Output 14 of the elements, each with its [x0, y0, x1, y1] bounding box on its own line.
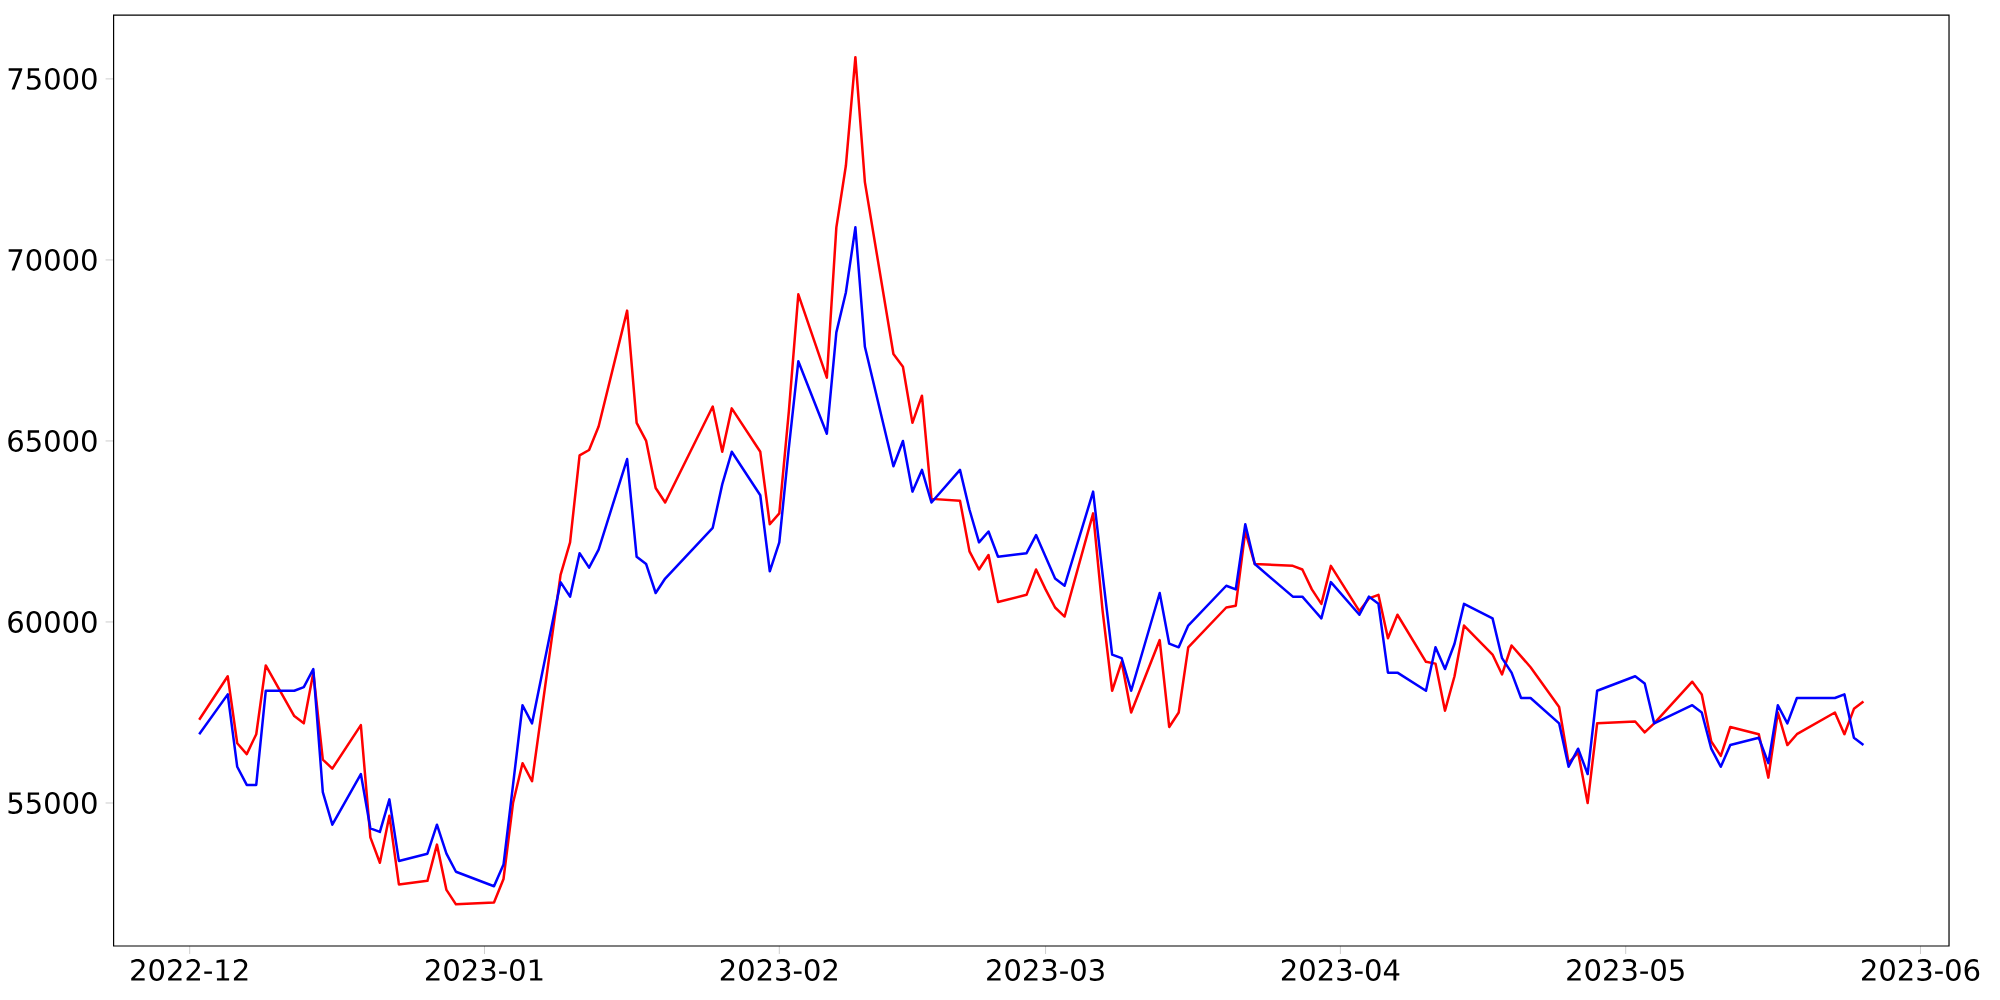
x-tick-label: 2023-04: [1281, 959, 1400, 981]
x-tick-label: 2023-05: [1567, 959, 1684, 981]
x-tick-label: 2022-12: [131, 959, 248, 981]
y-tick-label: 60000: [8, 610, 97, 633]
x-tick-label: 2023-06: [1862, 959, 1980, 981]
x-tick-label: 2023-03: [987, 959, 1104, 981]
y-tick-label: 55000: [8, 792, 97, 814]
x-tick-label: 2023-01: [426, 959, 543, 981]
x-tick-label: 2023-02: [720, 959, 837, 981]
y-tick-label: 75000: [8, 67, 97, 90]
line-series: [197, 55, 1865, 906]
line-series: [197, 226, 1865, 888]
y-tick-label: 70000: [8, 248, 97, 271]
y-tick-label: 65000: [8, 429, 97, 452]
